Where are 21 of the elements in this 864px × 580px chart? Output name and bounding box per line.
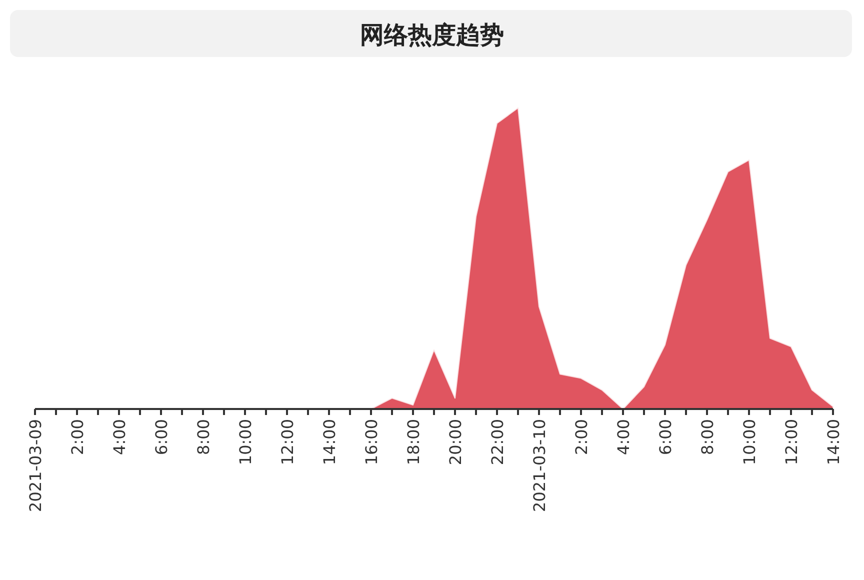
x-tick-label: 10:00: [236, 419, 255, 466]
x-tick-label: 14:00: [320, 419, 339, 466]
x-tick-label: 14:00: [824, 419, 843, 466]
x-tick-label: 6:00: [152, 419, 171, 455]
x-tick-label: 2021-03-10: [530, 419, 549, 512]
chart-title: 网络热度趋势: [360, 21, 504, 49]
x-tick-label: 22:00: [488, 419, 507, 466]
x-tick-label: 2:00: [68, 419, 87, 455]
x-tick-label: 4:00: [614, 419, 633, 455]
x-tick-label: 12:00: [278, 419, 297, 466]
x-tick-label: 8:00: [194, 419, 213, 455]
x-tick-label: 20:00: [446, 419, 465, 466]
x-tick-label: 4:00: [110, 419, 129, 455]
x-tick-label: 2021-03-09: [26, 419, 45, 512]
x-tick-label: 16:00: [362, 419, 381, 466]
x-tick-label: 6:00: [656, 419, 675, 455]
x-tick-label: 2:00: [572, 419, 591, 455]
x-tick-label: 18:00: [404, 419, 423, 466]
x-tick-label: 10:00: [740, 419, 759, 466]
x-tick-label: 8:00: [698, 419, 717, 455]
x-tick-label: 12:00: [782, 419, 801, 466]
